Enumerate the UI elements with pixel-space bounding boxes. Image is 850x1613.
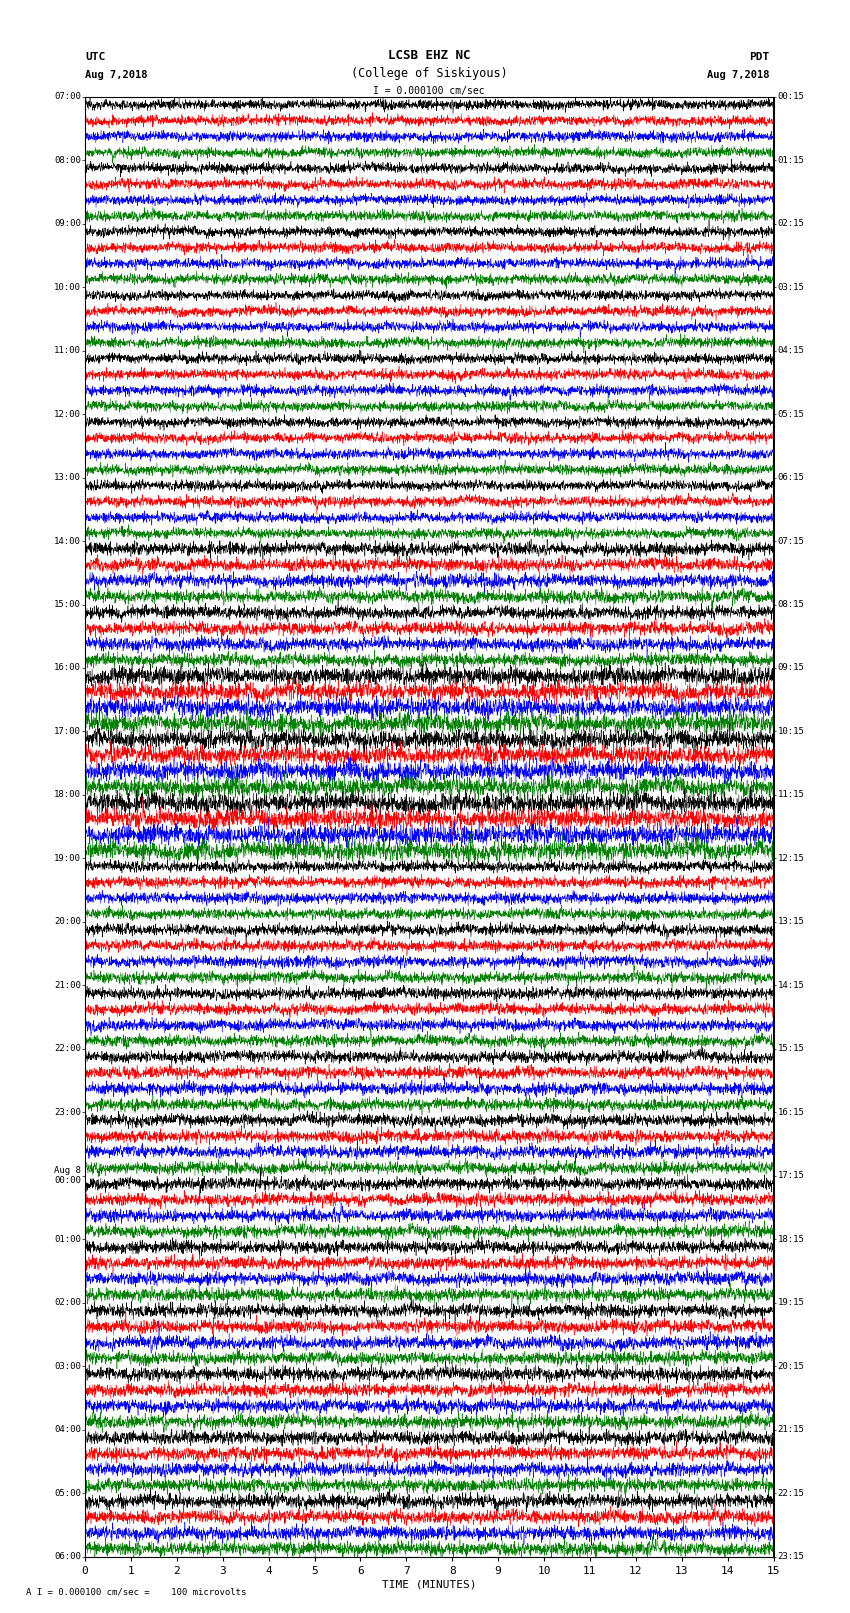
X-axis label: TIME (MINUTES): TIME (MINUTES): [382, 1579, 477, 1590]
Text: I = 0.000100 cm/sec: I = 0.000100 cm/sec: [373, 85, 485, 97]
Text: Aug 7,2018: Aug 7,2018: [85, 69, 148, 79]
Text: LCSB EHZ NC: LCSB EHZ NC: [388, 48, 471, 63]
Text: Aug 7,2018: Aug 7,2018: [706, 69, 769, 79]
Text: (College of Siskiyous): (College of Siskiyous): [351, 66, 507, 79]
Text: UTC: UTC: [85, 52, 105, 63]
Text: PDT: PDT: [749, 52, 769, 63]
Text: A I = 0.000100 cm/sec =    100 microvolts: A I = 0.000100 cm/sec = 100 microvolts: [26, 1587, 246, 1597]
